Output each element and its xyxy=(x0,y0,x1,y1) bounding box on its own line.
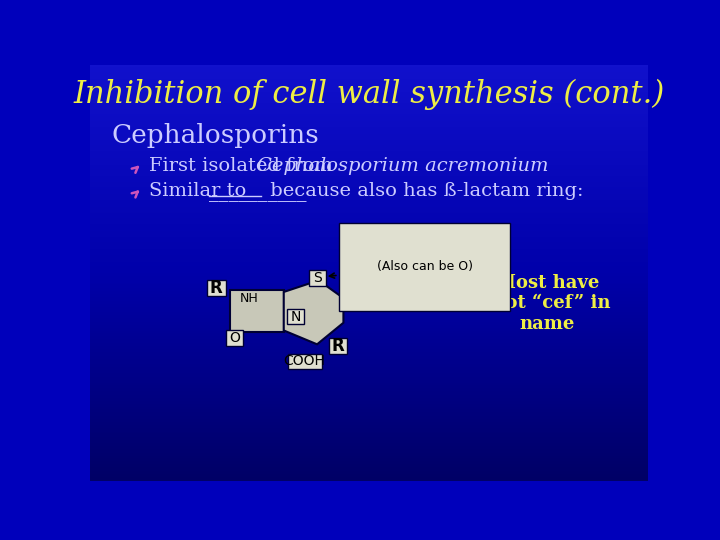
Text: Cephalosporins: Cephalosporins xyxy=(112,123,320,148)
Text: COOH: COOH xyxy=(284,354,325,368)
FancyBboxPatch shape xyxy=(226,330,243,346)
Text: O: O xyxy=(230,331,240,345)
FancyBboxPatch shape xyxy=(230,289,284,332)
Text: Inhibition of cell wall synthesis (cont.): Inhibition of cell wall synthesis (cont.… xyxy=(73,78,665,110)
Text: First isolated from: First isolated from xyxy=(149,158,339,176)
Text: because also has ß-lactam ring:: because also has ß-lactam ring: xyxy=(264,182,584,200)
Text: Cephalosporium acremonium: Cephalosporium acremonium xyxy=(258,158,549,176)
Text: __________: __________ xyxy=(209,184,306,202)
Text: R: R xyxy=(210,279,222,297)
Text: S: S xyxy=(312,271,321,285)
Text: R: R xyxy=(332,337,344,355)
Text: (Also can be O): (Also can be O) xyxy=(330,260,473,278)
Text: N: N xyxy=(290,309,300,323)
Text: NH: NH xyxy=(240,292,258,305)
FancyBboxPatch shape xyxy=(287,309,304,325)
FancyBboxPatch shape xyxy=(309,271,325,286)
Text: Similar to: Similar to xyxy=(149,182,253,200)
FancyBboxPatch shape xyxy=(207,280,225,296)
Text: Most have
root “cef” in
name: Most have root “cef” in name xyxy=(484,274,611,333)
Polygon shape xyxy=(284,280,343,345)
FancyBboxPatch shape xyxy=(329,338,347,354)
FancyBboxPatch shape xyxy=(287,354,322,369)
